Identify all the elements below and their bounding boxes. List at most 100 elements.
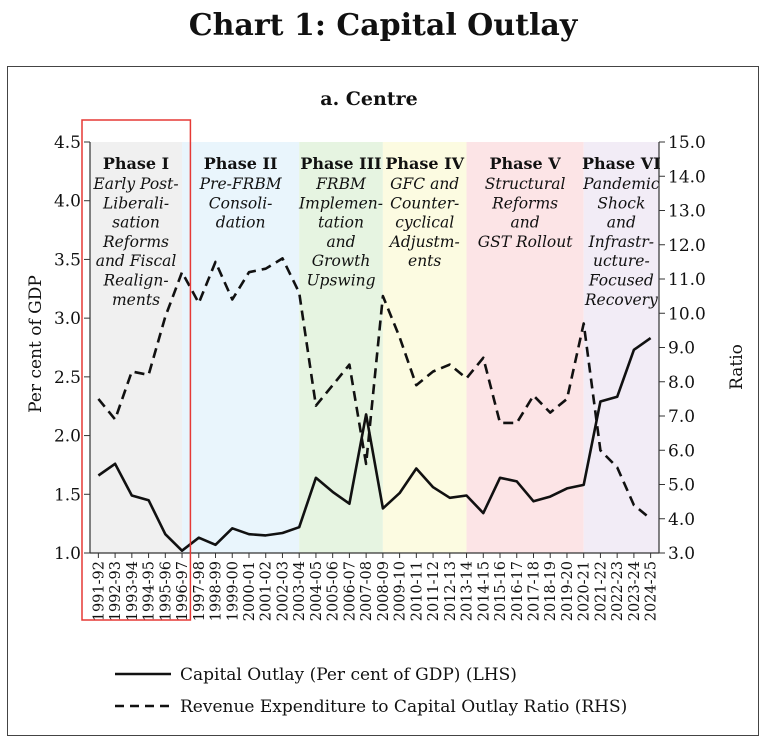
x-tick-label: 2005-06 [326,561,342,621]
x-tick-label: 1992-93 [108,561,124,621]
y-tick-label: 2.0 [54,427,81,447]
x-tick-label: 2004-05 [309,561,325,621]
y-axis-label: Per cent of GDP [26,275,46,413]
y2-tick-label: 10.0 [668,304,706,324]
y2-tick-label: 5.0 [668,476,695,496]
y2-tick-label: 3.0 [668,544,695,564]
phase-band-4 [382,142,467,553]
highlight-box [81,119,192,621]
phase-band-1 [90,142,183,553]
legend: Capital Outlay (Per cent of GDP) (LHS) R… [115,665,627,717]
phase-desc-line: Growth [312,252,371,270]
x-tick-label: 2012-13 [443,561,459,621]
phase-bands [90,142,659,553]
phase-title: Phase I [103,154,169,173]
series-line-revenue-ratio [97,257,652,520]
legend-label-capital-outlay: Capital Outlay (Per cent of GDP) (LHS) [180,665,517,685]
y2-tick-label: 8.0 [668,373,695,393]
y-tick-label: 1.0 [54,544,81,564]
x-tick-label: 2023-24 [627,561,643,621]
x-tick-label: 1997-98 [192,561,208,621]
x-tick-label: 2000-01 [242,561,258,621]
x-tick-label: 1999-00 [225,561,241,621]
x-tick-label: 2010-11 [409,561,425,621]
y2-axis-label: Ratio [727,344,747,390]
y-tick-label: 4.0 [54,192,81,212]
phase-title: Phase II [204,154,278,173]
phase-desc-line: ucture- [593,252,650,270]
phase-desc-line: cyclical [395,214,454,232]
chart-title: a. Centre [320,88,417,110]
phase-desc-line: Adjustm- [388,233,460,251]
phase-desc-line: Early Post- [92,175,178,193]
phase-title: Phase IV [385,154,464,173]
x-tick-label: 2013-14 [460,561,476,621]
x-tick-label: 1994-95 [142,561,158,621]
phase-title: Phase III [300,154,381,173]
phase-desc-line: Shock [597,194,645,212]
capital-outlay-chart: Phase I Early Post-Liberali-sationReforms… [26,88,747,717]
x-tick-label: 2008-09 [376,561,392,621]
x-tick-label: 2003-04 [292,561,308,621]
legend-label-revenue-ratio: Revenue Expenditure to Capital Outlay Ra… [180,697,627,717]
phase-desc-line: tation [318,214,364,232]
x-tick-label: 1995-96 [158,561,174,621]
y2-tick-label: 14.0 [668,167,706,187]
phase-desc-line: Recovery [584,291,658,309]
phase-desc-line: GFC and [390,175,459,193]
phase-desc-line: FRBM [315,175,367,193]
y2-tick-label: 7.0 [668,407,695,427]
phase-desc-line: Liberali- [102,194,169,212]
phase-band-2 [182,142,300,553]
x-tick-label: 2009-10 [393,561,409,621]
phase-band-6 [583,142,659,553]
phase-desc-line: ents [408,252,441,270]
y-tick-label: 2.5 [54,368,81,388]
y2-tick-label: 15.0 [668,133,706,153]
x-tick-label: 2016-17 [510,561,526,621]
phase-desc-line: sation [112,214,160,232]
phase-desc-line: Reforms [102,233,169,251]
phase-desc-line: and [607,214,636,232]
x-tick-label: 1998-99 [209,561,225,621]
page-title: Chart 1: Capital Outlay [188,8,578,43]
phase-desc-line: Upswing [306,272,375,290]
phase-title: Phase VI [582,154,661,173]
axes: 1.0 1.5 2.0 2.5 3.0 3.5 4.0 4.5 3.0 4.0 5.0 6.0 7.0 8… [54,133,706,621]
x-tick-label: 2021-22 [593,561,609,621]
phase-desc-line: dation [216,214,266,232]
y2-tick-label: 13.0 [668,202,706,222]
y-tick-label: 3.5 [54,250,81,270]
x-tick-label: 2024-25 [644,561,660,621]
phase-labels: Phase I Early Post-Liberali-sationReforms… [92,154,660,309]
x-tick-label: 2015-16 [493,561,509,621]
phase-desc-line: and [326,233,355,251]
x-tick-label: 1996-97 [175,561,191,621]
y-tick-label: 3.0 [54,309,81,329]
y2-tick-label: 9.0 [668,339,695,359]
x-tick-label: 1993-94 [125,561,141,621]
phase-desc-line: ments [112,291,160,309]
phase-i-highlight-rect [81,119,192,621]
x-tick-label: 2020-21 [577,561,593,621]
phase-desc-line: Implemen- [298,194,383,212]
phase-band-5 [466,142,584,553]
x-tick-label: 2006-07 [342,561,358,621]
phase-desc-line: Realign- [102,272,168,290]
phase-desc-line: Structural [485,175,566,193]
phase-desc-line: and [511,214,540,232]
phase-desc-line: Consoli- [209,194,273,212]
y2-tick-label: 11.0 [668,270,706,290]
phase-desc-line: GST Rollout [478,233,573,251]
phase-title: Phase V [490,154,562,173]
x-tick-label: 2001-02 [259,561,275,621]
phase-desc-line: Pre-FRBM [199,175,283,193]
phase-desc-line: Counter- [390,194,459,212]
x-tick-label: 2014-15 [476,561,492,621]
phase-desc-line: Focused [588,272,654,290]
phase-desc-line: Infrastr- [588,233,654,251]
y2-tick-label: 12.0 [668,236,706,256]
x-tick-label: 2019-20 [560,561,576,621]
phase-desc-line: and Fiscal [96,252,177,270]
x-tick-label: 2017-18 [526,561,542,621]
